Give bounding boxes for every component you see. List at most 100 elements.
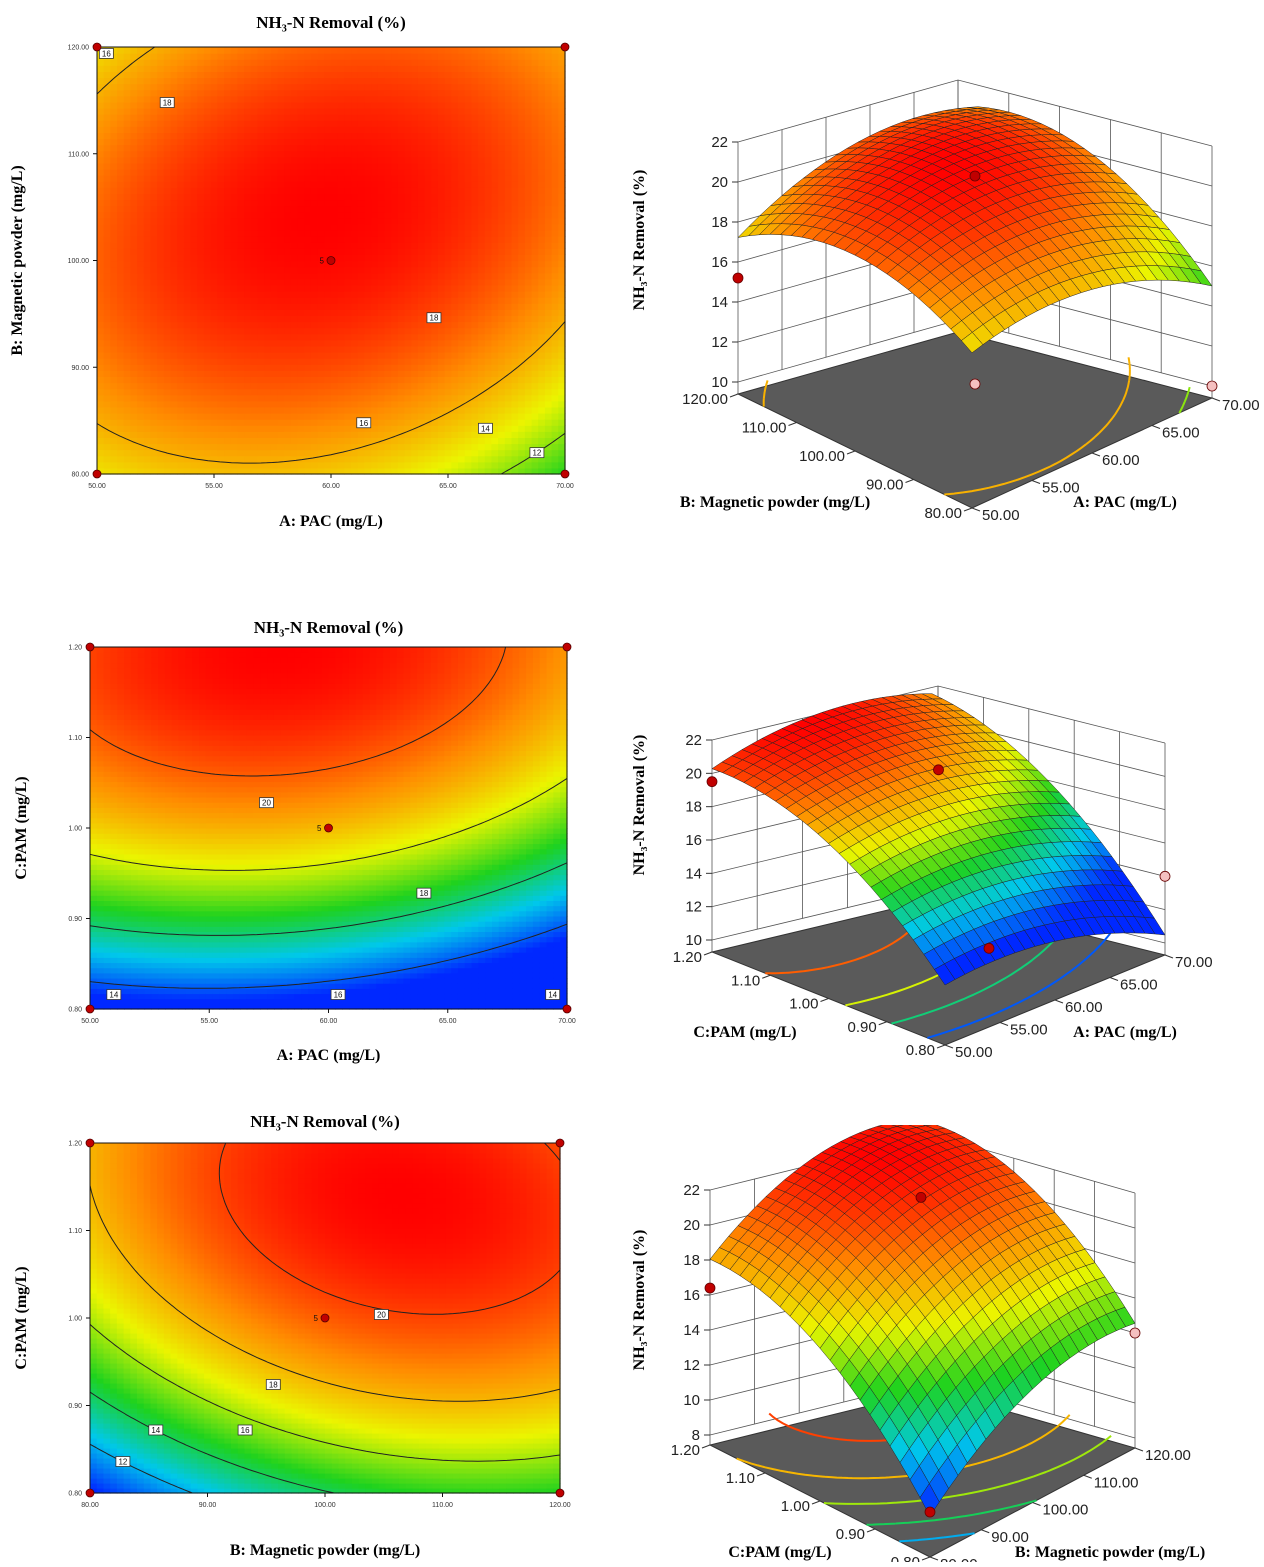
contour-value-label: 16 [331,990,345,1000]
x-tick-label: 100.00 [314,1502,336,1509]
surface-design-point [1160,871,1170,881]
right-axis-tick: 70.00 [1222,397,1260,414]
z-tick-label: 20 [683,1217,700,1234]
design-point [86,643,94,651]
right-axis-tick: 55.00 [1010,1022,1048,1039]
contour-value-label: 18 [160,98,174,108]
x-tick-label: 50.00 [88,483,106,490]
center-point-count: 5 [320,257,325,266]
z-tick-label: 18 [711,214,728,231]
y-axis-label: C:PAM (mg/L) [13,1266,30,1369]
z-tick-label: 20 [711,174,728,191]
design-point [556,1489,564,1497]
surface-design-point [970,171,980,181]
surface-design-point [925,1507,935,1517]
contour-value-label: 14 [478,423,492,433]
z-tick-label: 10 [711,374,728,391]
z-tick-label: 14 [711,294,728,311]
left-axis-tick: 1.00 [789,996,818,1013]
design-point [93,470,101,478]
left-axis-tick: 1.10 [726,1470,755,1487]
z-tick-label: 20 [685,765,702,782]
z-tick-label: 22 [711,134,728,151]
design-point [563,1005,571,1013]
z-tick-label: 22 [685,732,702,749]
right-axis-tick: 120.00 [1145,1447,1191,1464]
left-axis-tick: 110.00 [742,420,787,437]
x-tick-label: 65.00 [439,483,457,490]
x-tick-label: 110.00 [432,1502,453,1509]
contour-value-label: 18 [427,313,441,323]
right-axis-label: A: PAC (mg/L) [1073,494,1177,511]
surface-design-point [733,273,743,283]
y-axis-label: B: Magnetic powder (mg/L) [9,165,26,355]
x-axis-label: A: PAC (mg/L) [279,513,383,530]
z-tick-label: 22 [683,1182,700,1199]
y-tick-label: 110.00 [68,151,89,158]
surface-design-point [705,1283,715,1293]
y-tick-label: 0.80 [68,1007,82,1014]
y-tick-label: 0.90 [68,916,82,923]
y-tick-label: 1.20 [68,1141,82,1148]
z-tick-label: 16 [685,832,702,849]
y-tick-label: 1.00 [68,1316,82,1323]
center-point-count: 5 [317,824,322,833]
left-axis-label: C:PAM (mg/L) [728,1544,831,1561]
surface-design-point [934,765,944,775]
x-tick-label: 80.00 [81,1502,99,1509]
x-axis-label: A: PAC (mg/L) [277,1047,381,1064]
right-axis-tick: 60.00 [1102,452,1140,469]
design-point [327,257,335,265]
right-axis-tick: 60.00 [1065,999,1103,1016]
design-point [563,643,571,651]
z-tick-label: 10 [685,932,702,949]
z-axis-label: NH₃-N Removal (%) [631,1230,648,1371]
left-axis-tick: 100.00 [799,448,845,465]
right-axis-tick: 50.00 [955,1044,993,1061]
floor-plane [738,332,1212,508]
x-tick-label: 60.00 [322,483,340,490]
left-axis-tick: 120.00 [682,391,728,408]
contour-value-label: 18 [266,1380,280,1390]
design-point [86,1139,94,1147]
contour-value-label: 12 [530,448,544,458]
surface-design-point [1207,381,1217,391]
contour-value-label: 20 [259,798,273,808]
left-axis-tick: 1.00 [781,1498,810,1515]
z-tick-label: 14 [683,1322,700,1339]
y-axis-label: C:PAM (mg/L) [13,776,30,879]
contour-title: NH₃-N Removal (%) [256,13,406,32]
left-axis-tick: 1.10 [731,972,760,989]
x-tick-label: 70.00 [558,1018,576,1025]
left-axis-label: B: Magnetic powder (mg/L) [680,494,870,511]
y-tick-label: 1.00 [68,826,82,833]
surface-design-point [984,943,994,953]
z-tick-label: 16 [683,1287,700,1304]
y-tick-label: 80.00 [71,472,89,479]
surface-design-point [707,777,717,787]
right-axis-label: B: Magnetic powder (mg/L) [1015,1544,1205,1561]
x-tick-label: 50.00 [81,1018,99,1025]
design-point [325,824,333,832]
x-tick-label: 70.00 [556,483,574,490]
contour-value-label: 14 [546,990,560,1000]
z-tick-label: 12 [683,1357,700,1374]
contour-value-label: 18 [417,888,431,898]
x-tick-label: 60.00 [320,1018,338,1025]
y-tick-label: 1.20 [68,645,82,652]
design-point [556,1139,564,1147]
left-axis-tick: 0.90 [836,1526,865,1543]
left-axis-label: C:PAM (mg/L) [693,1024,796,1041]
z-tick-label: 16 [711,254,728,271]
right-axis-tick: 100.00 [1043,1502,1089,1519]
